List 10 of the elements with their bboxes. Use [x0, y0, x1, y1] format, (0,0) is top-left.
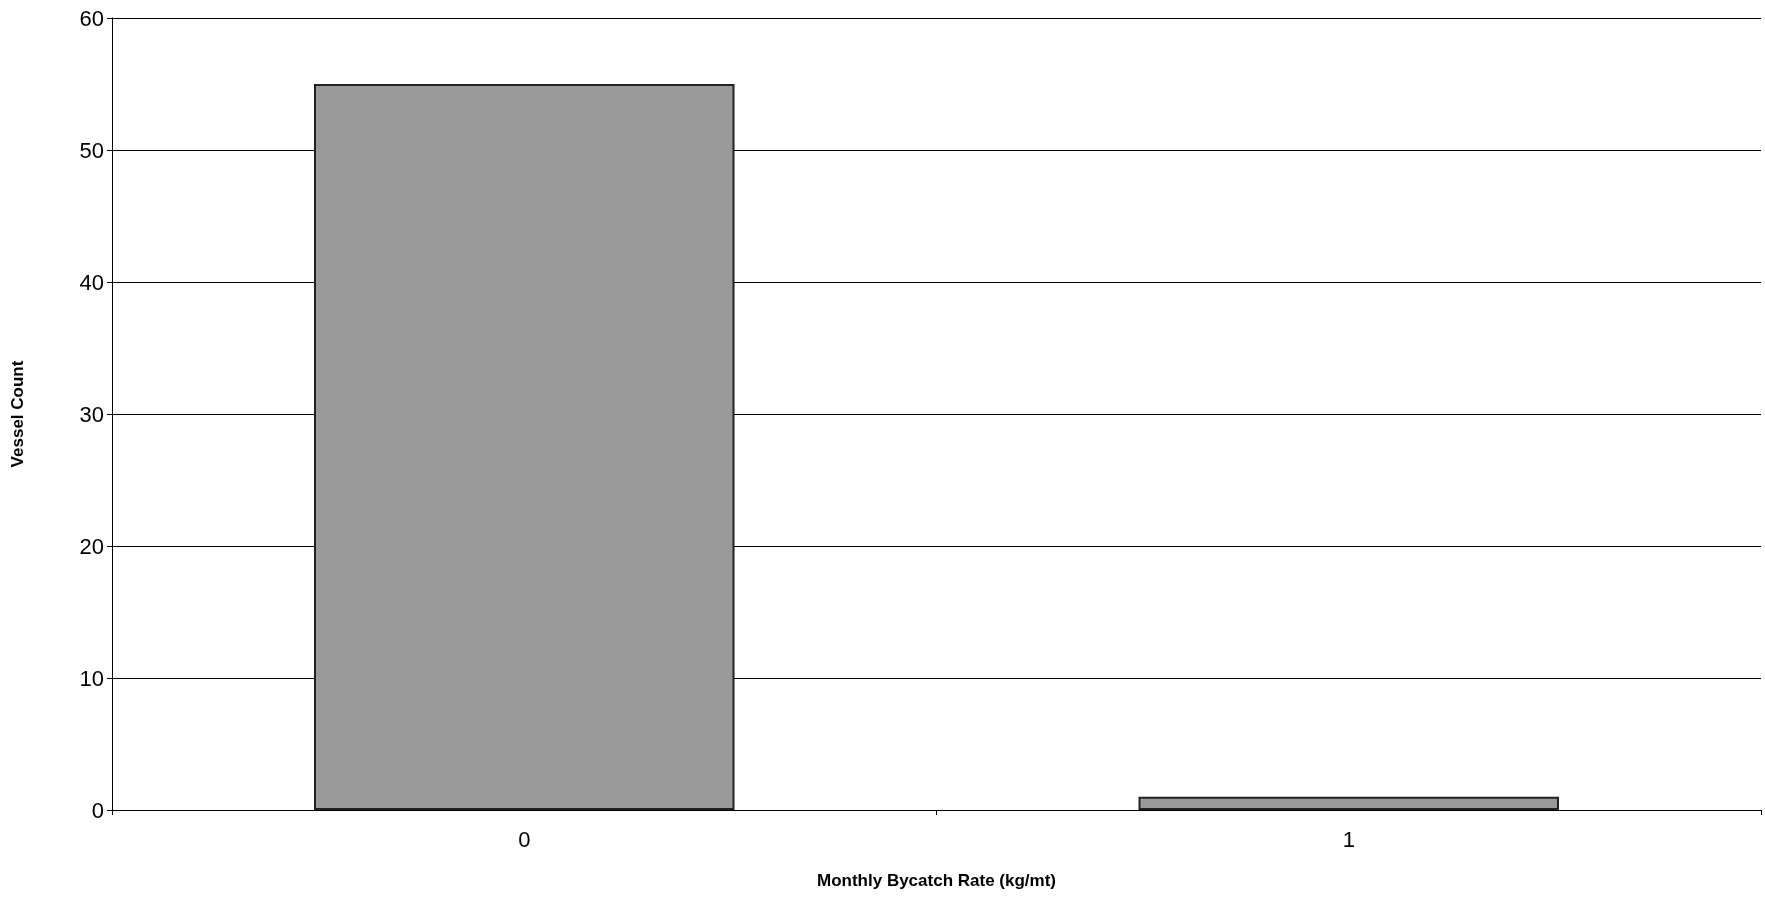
x-axis-title: Monthly Bycatch Rate (kg/mt) [817, 871, 1056, 890]
y-tick-label: 10 [79, 665, 104, 691]
y-tick-label: 60 [79, 5, 104, 31]
x-tick-label: 1 [1342, 826, 1355, 852]
y-tick-label: 30 [79, 401, 104, 427]
y-tick-label: 0 [91, 797, 104, 823]
y-axis-title: Vessel Count [8, 360, 27, 468]
y-tick-label: 40 [79, 269, 104, 295]
y-tick-label: 50 [79, 137, 104, 163]
y-tick-label: 20 [79, 533, 104, 559]
